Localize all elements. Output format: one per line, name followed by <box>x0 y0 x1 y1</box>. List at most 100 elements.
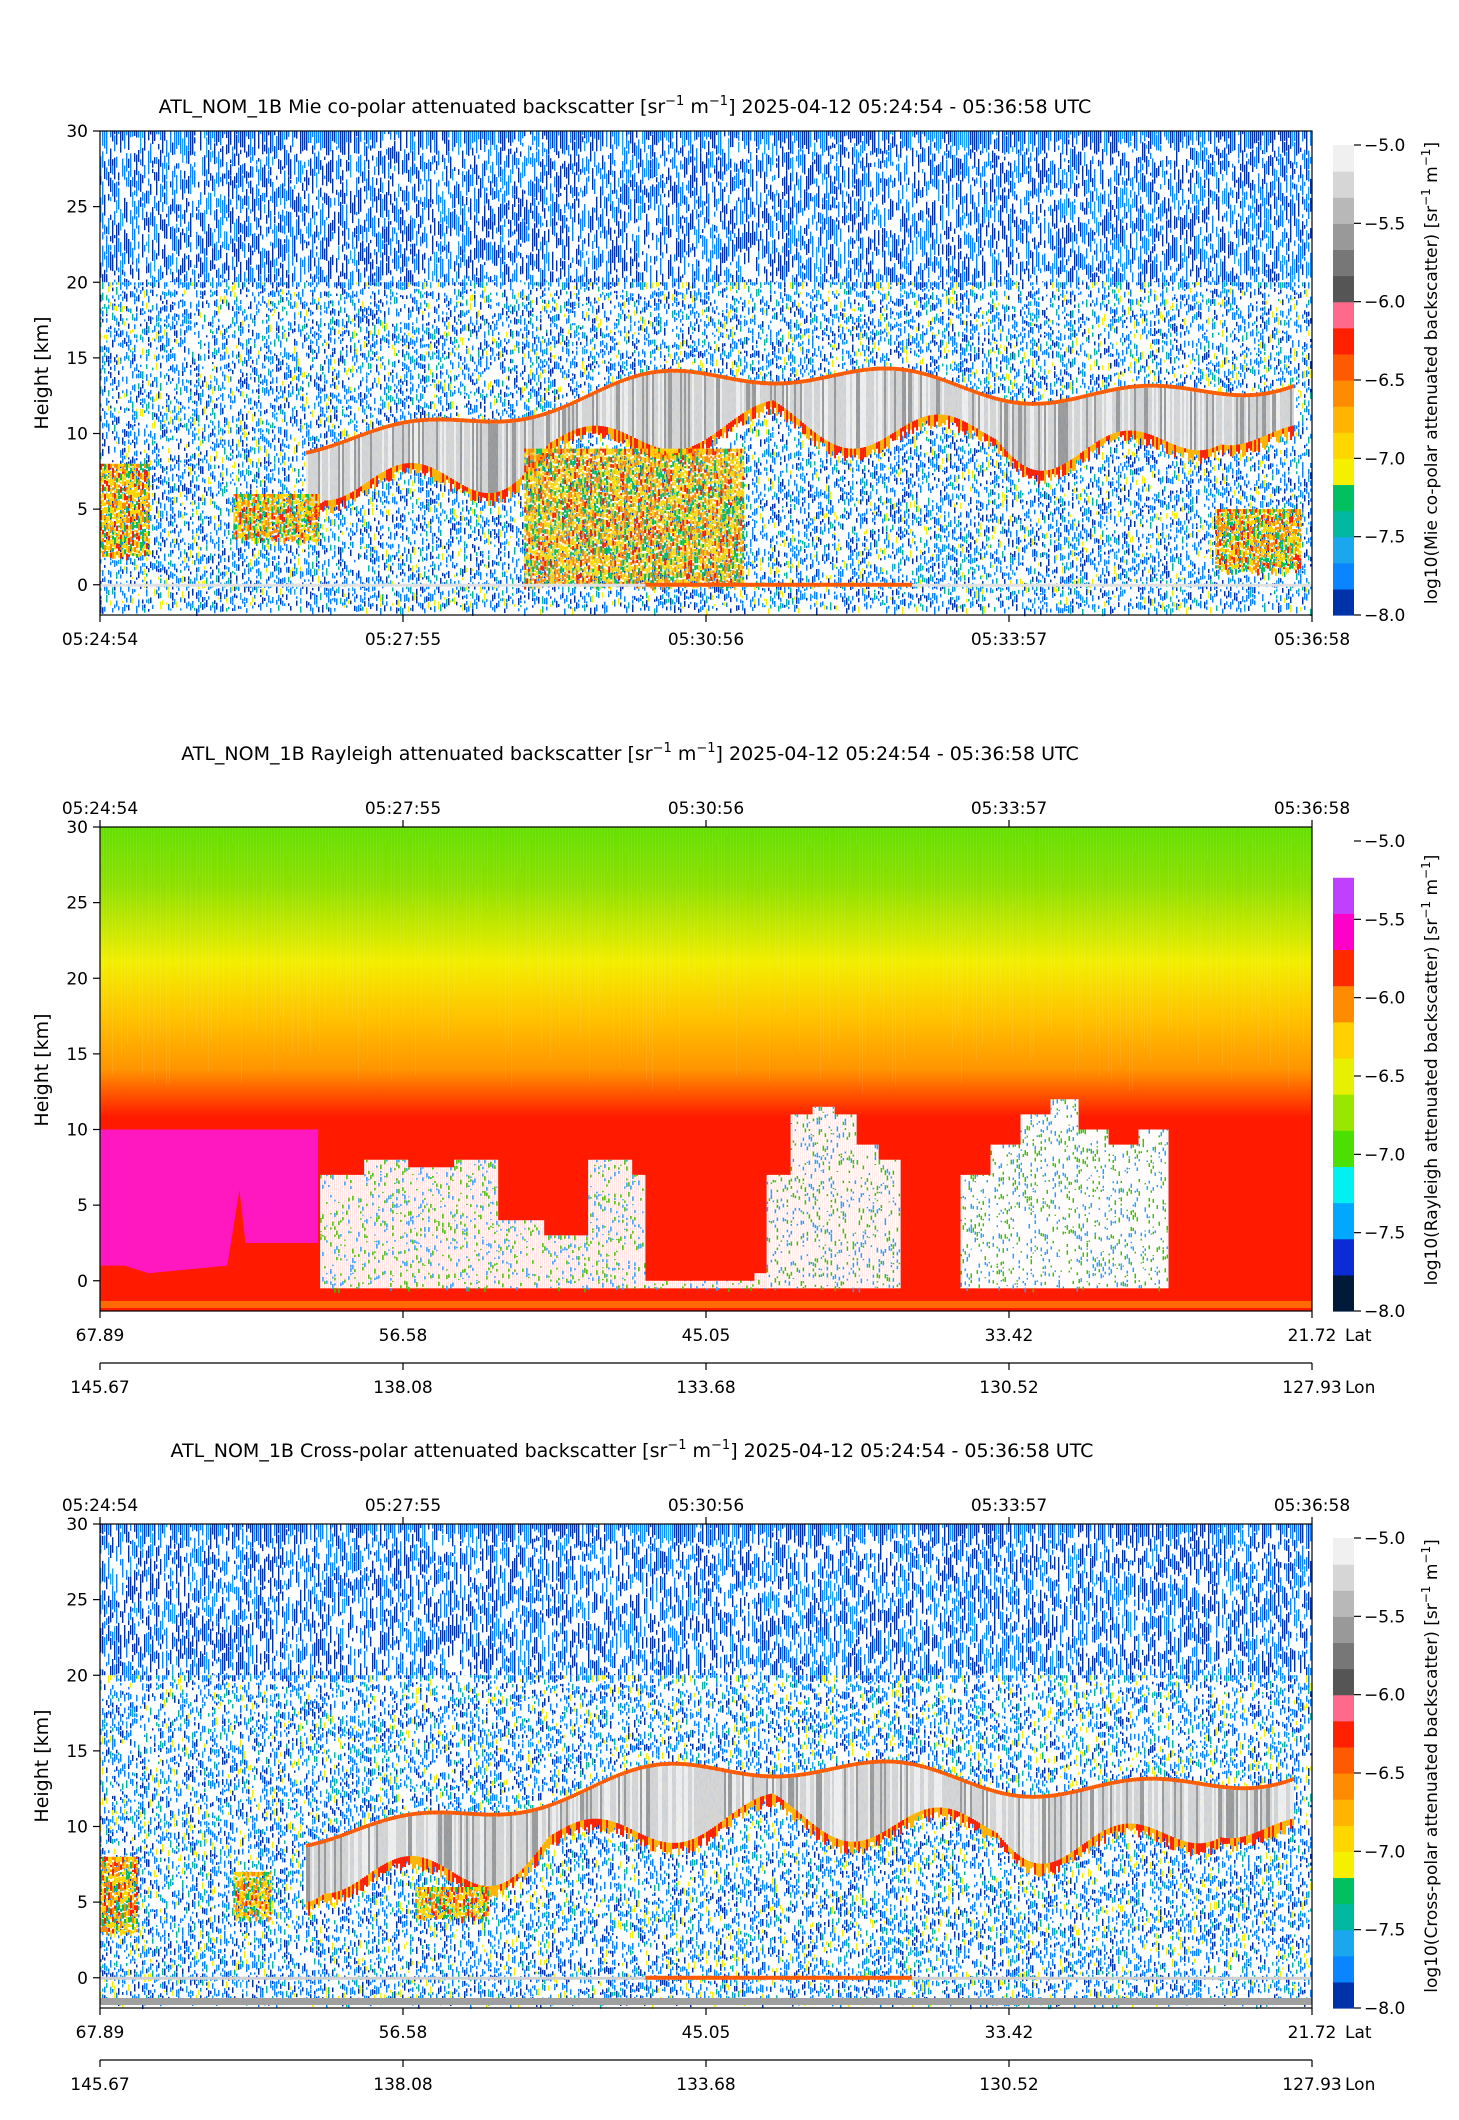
noise-streak <box>184 233 185 242</box>
noise-streak <box>850 251 851 258</box>
noise-streak <box>286 131 287 140</box>
noise-streak <box>662 131 663 156</box>
noise-streak <box>608 194 609 202</box>
noise-streak <box>110 245 111 250</box>
noise-streak <box>294 200 295 212</box>
noise-streak <box>558 131 559 136</box>
noise-streak <box>588 131 589 142</box>
noise-streak <box>526 200 527 225</box>
noise-streak <box>358 219 359 241</box>
noise-streak <box>536 254 537 269</box>
noise-streak <box>296 131 297 139</box>
noise-streak <box>442 246 443 252</box>
noise-streak <box>210 131 211 150</box>
noise-streak <box>168 153 169 165</box>
noise-streak <box>212 277 213 282</box>
noise-streak <box>370 207 371 228</box>
noise-streak <box>508 131 509 143</box>
noise-streak <box>798 201 799 214</box>
noise-streak <box>324 220 325 241</box>
noise-streak <box>670 176 671 192</box>
noise-streak <box>374 272 375 275</box>
noise-streak <box>862 237 863 259</box>
noise-streak <box>188 255 189 270</box>
noise-streak <box>278 187 279 198</box>
noise-streak <box>574 279 575 282</box>
noise-streak <box>824 218 825 230</box>
noise-streak <box>430 203 431 207</box>
noise-streak <box>458 184 459 204</box>
noise-streak <box>630 248 631 254</box>
noise-streak <box>650 131 651 136</box>
noise-streak <box>792 275 793 282</box>
noise-streak <box>854 240 855 243</box>
noise-streak <box>688 204 689 211</box>
noise-streak <box>814 143 815 157</box>
noise-streak <box>574 199 575 222</box>
noise-streak <box>326 131 327 155</box>
noise-streak <box>396 251 397 271</box>
noise-streak <box>434 131 435 153</box>
noise-streak <box>640 149 641 167</box>
noise-streak <box>480 238 481 258</box>
noise-streak <box>868 201 869 223</box>
noise-streak <box>628 212 629 223</box>
noise-streak <box>326 163 327 185</box>
noise-streak <box>268 274 269 282</box>
noise-streak <box>748 247 749 263</box>
noise-streak <box>390 238 391 255</box>
noise-streak <box>826 131 827 150</box>
noise-streak <box>508 267 509 282</box>
noise-streak <box>186 256 187 259</box>
noise-streak <box>146 218 147 226</box>
noise-streak <box>820 213 821 224</box>
noise-streak <box>444 158 445 169</box>
noise-streak <box>218 151 219 170</box>
noise-streak <box>304 257 305 275</box>
noise-streak <box>194 137 195 143</box>
noise-streak <box>708 141 709 155</box>
noise-streak <box>446 226 447 234</box>
noise-streak <box>106 227 107 234</box>
noise-streak <box>846 206 847 209</box>
noise-streak <box>108 172 109 186</box>
noise-streak <box>682 240 683 258</box>
noise-streak <box>486 131 487 145</box>
noise-streak <box>504 265 505 282</box>
noise-streak <box>458 131 459 155</box>
noise-streak <box>240 150 241 154</box>
noise-streak <box>200 236 201 254</box>
noise-streak <box>738 142 739 152</box>
noise-streak <box>356 226 357 234</box>
noise-streak <box>852 214 853 232</box>
noise-streak <box>380 178 381 193</box>
noise-streak <box>706 239 707 262</box>
noise-streak <box>584 186 585 197</box>
noise-streak <box>138 171 139 190</box>
noise-streak <box>804 131 805 145</box>
noise-streak <box>386 149 387 155</box>
noise-streak <box>136 216 137 228</box>
noise-streak <box>408 170 409 182</box>
noise-streak <box>794 254 795 260</box>
noise-streak <box>854 143 855 157</box>
noise-streak <box>612 278 613 283</box>
noise-streak <box>374 216 375 238</box>
noise-streak <box>122 131 123 141</box>
noise-streak <box>570 263 571 268</box>
noise-streak <box>258 198 259 210</box>
noise-streak <box>816 276 817 282</box>
noise-streak <box>256 217 257 230</box>
noise-streak <box>748 160 749 163</box>
noise-streak <box>618 221 619 238</box>
noise-streak <box>110 197 111 201</box>
noise-streak <box>714 271 715 280</box>
noise-streak <box>520 151 521 156</box>
noise-streak <box>452 131 453 151</box>
noise-streak <box>532 211 533 219</box>
noise-streak <box>412 218 413 240</box>
noise-streak <box>762 239 763 259</box>
noise-streak <box>146 279 147 282</box>
noise-streak <box>342 205 343 228</box>
noise-streak <box>696 178 697 196</box>
